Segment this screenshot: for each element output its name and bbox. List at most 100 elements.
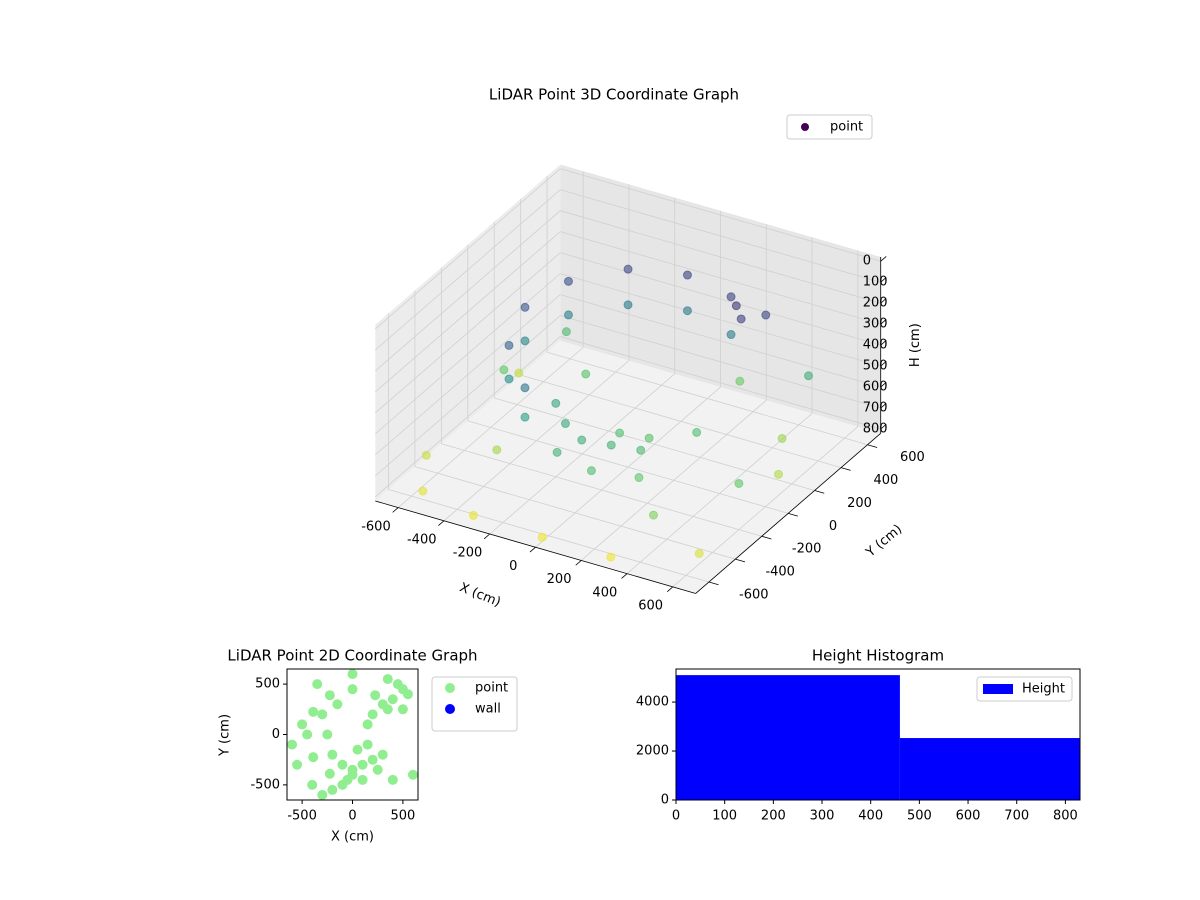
point <box>347 669 358 680</box>
tick-mark <box>483 533 490 540</box>
legend-marker <box>801 123 809 131</box>
point <box>367 709 378 720</box>
legend-label: wall <box>475 702 501 717</box>
tick-mark <box>667 586 674 592</box>
grid-line <box>375 336 561 498</box>
grid-line <box>546 351 868 446</box>
x-tick-label: 200 <box>761 809 786 824</box>
grid-line <box>388 489 710 583</box>
point <box>308 752 319 763</box>
grid-line <box>375 210 561 372</box>
tick-mark <box>761 535 772 540</box>
point <box>387 774 398 785</box>
point <box>382 704 393 715</box>
tick-mark <box>621 573 628 579</box>
tick-mark <box>880 381 887 388</box>
point <box>606 552 616 562</box>
z-axis-label: H (cm) <box>908 323 923 367</box>
legend-label: Height <box>1022 682 1065 697</box>
bar <box>899 738 1080 800</box>
point <box>682 270 692 280</box>
point <box>634 473 644 483</box>
legend-box <box>786 114 873 140</box>
point <box>324 690 335 701</box>
point <box>492 445 502 455</box>
point <box>561 327 571 337</box>
point <box>560 419 570 429</box>
tick-mark <box>880 298 887 304</box>
point <box>537 532 547 542</box>
grid-line <box>560 252 881 346</box>
x-tick-label: -400 <box>407 533 437 548</box>
point <box>804 371 814 381</box>
point <box>322 729 333 740</box>
tick-mark <box>880 319 887 325</box>
point <box>407 769 418 780</box>
x-tick-label: 800 <box>1053 809 1078 824</box>
point <box>623 264 633 274</box>
legend-marker <box>445 683 455 693</box>
point <box>774 469 784 479</box>
point <box>736 314 746 324</box>
point <box>312 679 323 690</box>
point <box>551 398 561 408</box>
y-tick-label: 0 <box>829 519 837 534</box>
tick-mark <box>840 467 851 471</box>
z-tick-label: 0 <box>863 254 871 269</box>
x-axis-label: X (cm) <box>457 580 502 610</box>
x-tick-label: 600 <box>638 599 663 614</box>
y-tick-label: 600 <box>900 450 925 465</box>
grid-line <box>560 168 881 262</box>
grid-line <box>375 315 561 477</box>
point <box>692 427 702 437</box>
point <box>499 365 509 375</box>
point <box>682 306 692 316</box>
point <box>337 759 348 770</box>
point <box>504 374 514 384</box>
chart-title: Height Histogram <box>812 647 944 665</box>
point <box>402 689 413 700</box>
point <box>367 754 378 765</box>
y-tick-label: -500 <box>250 777 280 792</box>
point <box>636 445 646 455</box>
grid-line <box>560 273 881 367</box>
y-tick-label: 4000 <box>636 695 669 710</box>
legend-marker <box>983 684 1013 694</box>
grid-line <box>520 374 842 468</box>
point <box>520 412 530 422</box>
y-tick-label: 0 <box>661 793 669 808</box>
z-tick-label: 800 <box>863 422 888 437</box>
x-tick-label: -600 <box>361 519 391 534</box>
x-tick-label: 500 <box>390 809 415 824</box>
legend-marker <box>445 704 455 714</box>
point <box>606 440 616 450</box>
x-tick-label: 500 <box>907 809 932 824</box>
grid-line <box>560 210 881 304</box>
point <box>308 706 319 717</box>
tick-mark <box>575 560 582 566</box>
point <box>397 704 408 715</box>
grid-line <box>375 273 561 435</box>
point <box>307 779 318 790</box>
y-tick-label: 0 <box>272 727 280 742</box>
y-tick-label: -400 <box>765 565 795 580</box>
x-axis-label: X (cm) <box>331 830 374 845</box>
point <box>648 510 658 520</box>
grid-line <box>560 336 881 430</box>
y-tick-label: -200 <box>792 542 822 557</box>
grid-line <box>441 443 762 537</box>
tick-mark <box>788 512 798 517</box>
x-tick-label: 700 <box>1004 809 1029 824</box>
point <box>504 340 514 350</box>
point <box>287 739 298 750</box>
chart-title: LiDAR Point 3D Coordinate Graph <box>489 86 739 104</box>
tick-mark <box>880 340 887 346</box>
x-tick-label: -500 <box>287 809 317 824</box>
point <box>581 369 591 379</box>
x-tick-label: 400 <box>592 585 617 600</box>
point <box>726 330 736 340</box>
z-tick-label: 400 <box>863 338 888 353</box>
y-axis-label: Y (cm) <box>863 522 906 561</box>
grid-line <box>375 294 561 456</box>
tick-mark <box>814 490 825 494</box>
